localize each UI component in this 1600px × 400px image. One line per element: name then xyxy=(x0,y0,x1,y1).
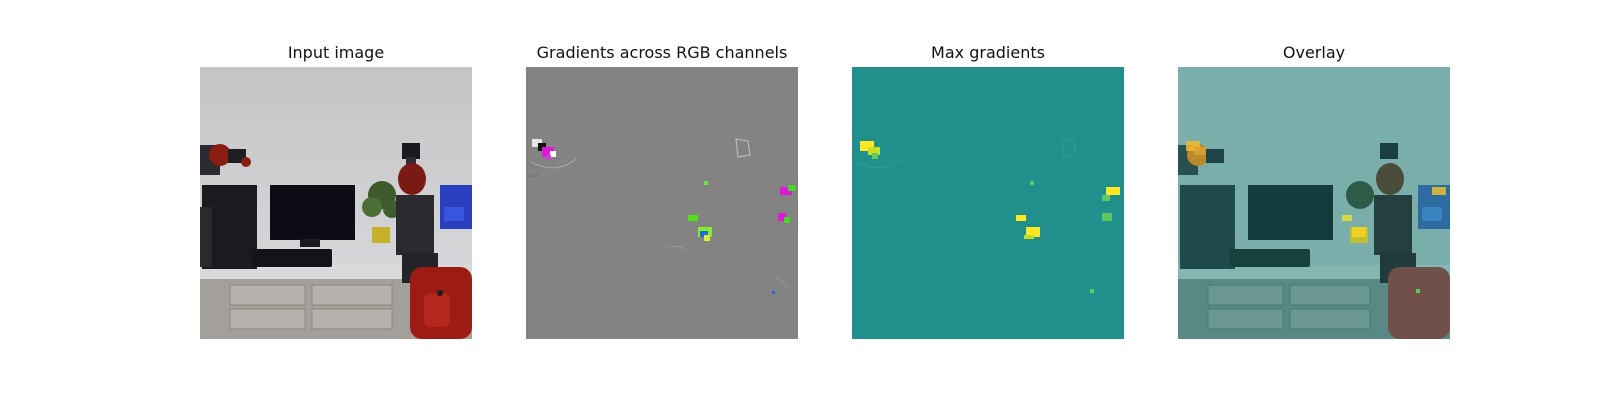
panel-input-image: Input image xyxy=(200,40,472,339)
panel-title: Input image xyxy=(287,43,385,62)
panel-title: Overlay xyxy=(1282,43,1346,62)
max-gradient-heatmap xyxy=(852,67,1124,339)
max-gradient-image xyxy=(852,67,1124,339)
rgb-gradient-map xyxy=(526,67,798,339)
overlay-image xyxy=(1178,67,1450,339)
panel-title: Max gradients xyxy=(931,43,1045,62)
heatmap-overlay xyxy=(1178,67,1450,339)
input-image xyxy=(200,67,472,339)
robot-lab-scene-image xyxy=(200,67,472,339)
rgb-gradient-image xyxy=(526,67,798,339)
panel-title: Gradients across RGB channels xyxy=(536,43,788,62)
panel-max-gradients: Max gradients xyxy=(852,40,1124,339)
panel-rgb-gradients: Gradients across RGB channels xyxy=(526,40,798,339)
panel-overlay: Overlay xyxy=(1178,40,1450,339)
